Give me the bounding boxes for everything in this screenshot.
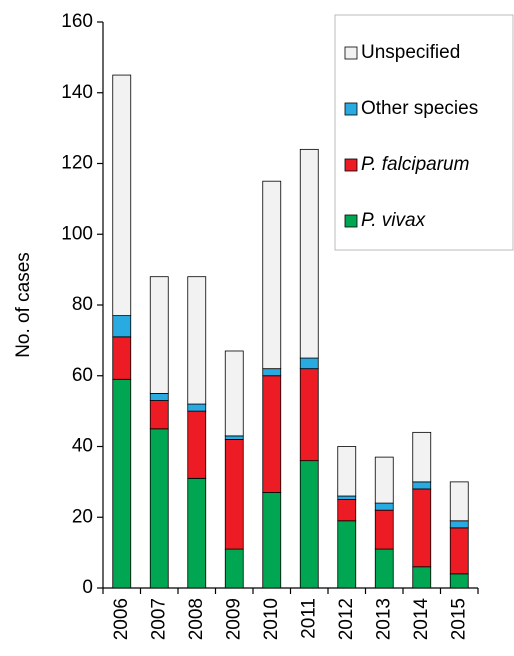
y-tick-label: 80 (72, 294, 93, 315)
legend-label: Other species (361, 98, 478, 119)
bar-segment (449, 527, 469, 575)
x-tick-label: 2007 (148, 598, 169, 640)
bar-segment (337, 495, 357, 500)
bar-segment (337, 499, 357, 522)
bar-segment (374, 509, 394, 550)
legend-swatch (344, 158, 358, 172)
y-axis-title: No. of cases (13, 252, 34, 358)
bar-segment (299, 368, 319, 462)
bar-segment (337, 520, 357, 589)
bar-segment (149, 428, 169, 589)
y-tick-label: 120 (61, 153, 93, 174)
x-tick-label: 2006 (111, 598, 132, 640)
bar-segment (224, 350, 244, 437)
bar-segment (412, 431, 432, 483)
x-tick-label: 2012 (336, 598, 357, 640)
bar-segment (149, 400, 169, 430)
bar-segment (112, 315, 132, 338)
legend-swatch (344, 102, 358, 116)
x-tick-label: 2015 (448, 598, 469, 640)
x-tick-label: 2008 (186, 598, 207, 640)
bar-segment (412, 488, 432, 568)
y-tick-label: 40 (72, 436, 93, 457)
legend-label: Unspecified (361, 42, 460, 63)
bar-segment (299, 148, 319, 359)
bar-segment (224, 439, 244, 550)
bar-segment (112, 336, 132, 380)
bar-segment (112, 74, 132, 317)
x-tick-label: 2014 (411, 598, 432, 641)
bar-segment (299, 357, 319, 370)
x-tick-label: 2013 (373, 598, 394, 640)
y-tick-label: 140 (61, 82, 93, 103)
bar-segment (149, 276, 169, 394)
legend-label: P. falciparum (361, 154, 469, 175)
y-tick-label: 0 (82, 577, 93, 598)
bar-segment (449, 520, 469, 529)
bar-segment (412, 566, 432, 589)
bar-segment (449, 573, 469, 589)
y-tick-label: 100 (61, 223, 93, 244)
x-tick-label: 2010 (261, 598, 282, 640)
y-tick-label: 20 (72, 506, 93, 527)
x-tick-label: 2011 (298, 598, 319, 639)
bar-segment (262, 375, 282, 493)
bar-segment (412, 481, 432, 490)
bar-segment (449, 481, 469, 522)
bar-segment (187, 410, 207, 479)
legend-swatch (344, 46, 358, 60)
bar-segment (262, 180, 282, 370)
bar-segment (187, 403, 207, 412)
legend-swatch (344, 214, 358, 228)
y-tick-label: 160 (61, 11, 93, 32)
bar-segment (374, 502, 394, 511)
bar-segment (262, 368, 282, 377)
x-tick-label: 2009 (223, 598, 244, 640)
bar-segment (374, 456, 394, 504)
legend-box (334, 14, 514, 251)
bar-segment (374, 548, 394, 589)
legend-label: P. vivax (361, 210, 427, 231)
bar-segment (112, 378, 132, 589)
bar-segment (224, 435, 244, 440)
bar-segment (187, 276, 207, 405)
bar-segment (262, 492, 282, 589)
y-tick-label: 60 (72, 365, 93, 386)
bar-segment (224, 548, 244, 589)
bar-segment (299, 460, 319, 589)
bar-segment (337, 446, 357, 497)
bar-segment (149, 393, 169, 401)
bar-segment (187, 477, 207, 589)
